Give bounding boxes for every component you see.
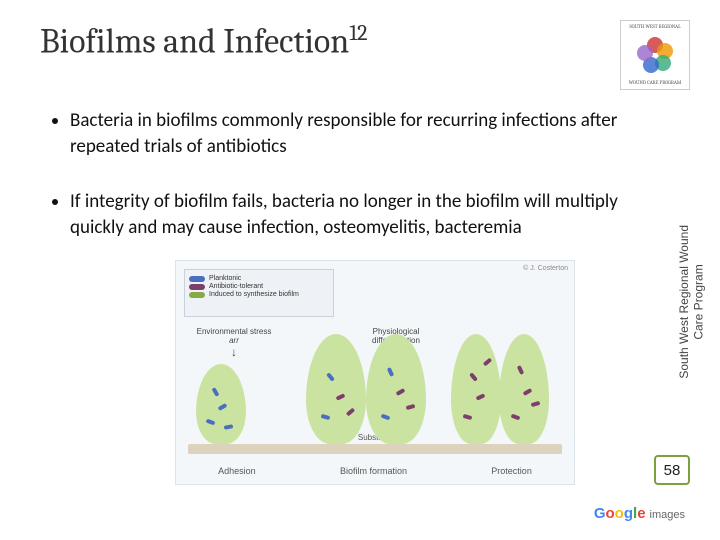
bullet-item: If integrity of biofilm fails, bacteria … xyxy=(70,189,650,240)
stage-label: Biofilm formation xyxy=(340,466,407,476)
stage-label: Protection xyxy=(491,466,532,476)
page-number-badge: 58 xyxy=(654,455,690,485)
biofilm-cluster-adhesion xyxy=(196,354,246,444)
figure-bottom-labels: Adhesion Biofilm formation Protection xyxy=(176,466,574,476)
figure-legend: Planktonic Antibiotic-tolerant Induced t… xyxy=(184,269,334,317)
legend-label: Induced to synthesize biofilm xyxy=(209,291,299,298)
bullet-list: Bacteria in biofilms commonly responsibl… xyxy=(50,108,650,271)
slide-title: Biofilms and Infection12 xyxy=(40,20,368,61)
title-text: Biofilms and Infection xyxy=(40,21,349,61)
side-label: South West Regional Wound Care Program xyxy=(677,225,706,379)
biofilm-diagram: © J. Costerton Planktonic Antibiotic-tol… xyxy=(175,260,575,485)
logo-text-top: SOUTH WEST REGIONAL xyxy=(621,24,689,30)
logo-icon xyxy=(637,37,673,73)
title-row: Biofilms and Infection12 SOUTH WEST REGI… xyxy=(40,20,690,90)
legend-label: Planktonic xyxy=(209,275,241,282)
biofilm-cluster-protection xyxy=(451,324,556,444)
stage-label: Adhesion xyxy=(218,466,256,476)
bullet-item: Bacteria in biofilms commonly responsibl… xyxy=(70,108,650,159)
figure-credit: © J. Costerton xyxy=(523,265,568,272)
attribution-suffix: images xyxy=(646,509,685,521)
substrate-bar xyxy=(188,444,562,454)
legend-label: Antibiotic-tolerant xyxy=(209,283,263,290)
title-sup: 12 xyxy=(349,20,367,46)
page-number: 58 xyxy=(664,462,681,479)
biofilm-cluster-formation xyxy=(306,324,436,444)
google-images-attribution: Googleimages xyxy=(594,505,685,522)
org-logo: SOUTH WEST REGIONAL WOUND CARE PROGRAM xyxy=(620,20,690,90)
logo-text-bottom: WOUND CARE PROGRAM xyxy=(621,80,689,86)
slide: Biofilms and Infection12 SOUTH WEST REGI… xyxy=(0,0,720,540)
